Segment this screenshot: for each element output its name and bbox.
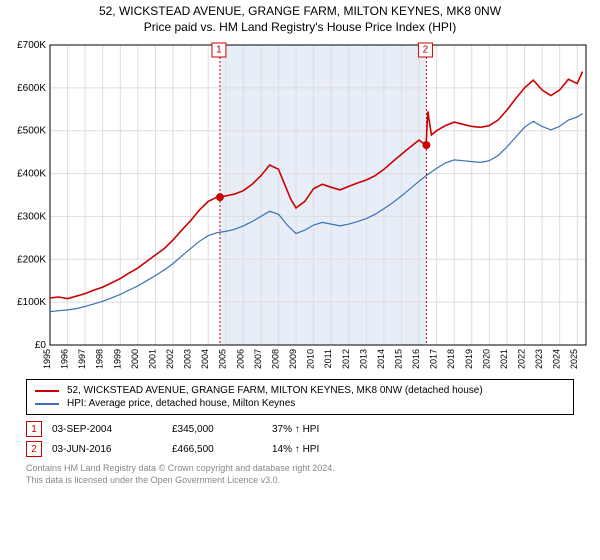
svg-text:£300K: £300K	[17, 212, 46, 223]
sale-delta: 37% ↑ HPI	[272, 424, 362, 435]
svg-text:2009: 2009	[288, 349, 298, 369]
legend-item: 52, WICKSTEAD AVENUE, GRANGE FARM, MILTO…	[35, 384, 565, 397]
svg-text:2011: 2011	[323, 349, 333, 368]
sale-row: 2 03-JUN-2016 £466,500 14% ↑ HPI	[26, 439, 574, 459]
svg-text:2010: 2010	[306, 349, 316, 369]
legend-label: 52, WICKSTEAD AVENUE, GRANGE FARM, MILTO…	[67, 385, 483, 396]
svg-text:2016: 2016	[411, 349, 421, 369]
sale-row: 1 03-SEP-2004 £345,000 37% ↑ HPI	[26, 419, 574, 439]
title-line2: Price paid vs. HM Land Registry's House …	[0, 20, 600, 36]
svg-text:£200K: £200K	[17, 254, 46, 265]
svg-text:2000: 2000	[130, 349, 140, 369]
sale-price: £466,500	[172, 444, 262, 455]
legend-label: HPI: Average price, detached house, Milt…	[67, 398, 295, 409]
legend-item: HPI: Average price, detached house, Milt…	[35, 397, 565, 410]
svg-text:2006: 2006	[235, 349, 245, 369]
svg-text:2018: 2018	[446, 349, 456, 369]
svg-text:2001: 2001	[147, 349, 157, 369]
sale-price: £345,000	[172, 424, 262, 435]
legend-swatch	[35, 390, 59, 392]
svg-text:1995: 1995	[42, 349, 52, 369]
svg-text:2017: 2017	[429, 349, 439, 369]
svg-text:2008: 2008	[270, 349, 280, 369]
sales-table: 1 03-SEP-2004 £345,000 37% ↑ HPI 2 03-JUN-201…	[26, 419, 574, 459]
svg-text:2025: 2025	[569, 349, 579, 369]
svg-text:2014: 2014	[376, 349, 386, 369]
svg-text:2007: 2007	[253, 349, 263, 369]
footer-line1: Contains HM Land Registry data © Crown c…	[26, 463, 574, 475]
svg-text:£500K: £500K	[17, 126, 46, 137]
svg-text:2: 2	[423, 45, 429, 56]
svg-text:2003: 2003	[183, 349, 193, 369]
svg-text:£700K: £700K	[17, 40, 46, 51]
svg-text:1997: 1997	[77, 349, 87, 369]
footer-attribution: Contains HM Land Registry data © Crown c…	[26, 463, 574, 486]
svg-text:2013: 2013	[358, 349, 368, 369]
sale-marker: 2	[26, 441, 42, 457]
chart-title: 52, WICKSTEAD AVENUE, GRANGE FARM, MILTO…	[0, 0, 600, 35]
svg-text:2019: 2019	[464, 349, 474, 369]
svg-text:2004: 2004	[200, 349, 210, 369]
svg-text:2022: 2022	[516, 349, 526, 369]
svg-text:1998: 1998	[95, 349, 105, 369]
svg-text:1: 1	[216, 45, 222, 56]
chart-area: £0£100K£200K£300K£400K£500K£600K£700K199…	[0, 35, 600, 375]
svg-text:£600K: £600K	[17, 83, 46, 94]
svg-text:2002: 2002	[165, 349, 175, 369]
svg-text:1996: 1996	[60, 349, 70, 369]
line-chart: £0£100K£200K£300K£400K£500K£600K£700K199…	[0, 35, 600, 375]
title-line1: 52, WICKSTEAD AVENUE, GRANGE FARM, MILTO…	[0, 4, 600, 20]
svg-text:2005: 2005	[218, 349, 228, 369]
legend: 52, WICKSTEAD AVENUE, GRANGE FARM, MILTO…	[26, 379, 574, 415]
svg-text:2023: 2023	[534, 349, 544, 369]
footer-line2: This data is licensed under the Open Gov…	[26, 475, 574, 487]
svg-text:2020: 2020	[481, 349, 491, 369]
svg-text:1999: 1999	[112, 349, 122, 369]
sale-date: 03-JUN-2016	[52, 444, 162, 455]
svg-text:£100K: £100K	[17, 297, 46, 308]
svg-text:2012: 2012	[341, 349, 351, 369]
sale-delta: 14% ↑ HPI	[272, 444, 362, 455]
svg-text:2015: 2015	[393, 349, 403, 369]
svg-text:2024: 2024	[552, 349, 562, 369]
svg-text:2021: 2021	[499, 349, 509, 369]
sale-marker: 1	[26, 421, 42, 437]
sale-date: 03-SEP-2004	[52, 424, 162, 435]
legend-swatch	[35, 403, 59, 405]
svg-text:£400K: £400K	[17, 169, 46, 180]
